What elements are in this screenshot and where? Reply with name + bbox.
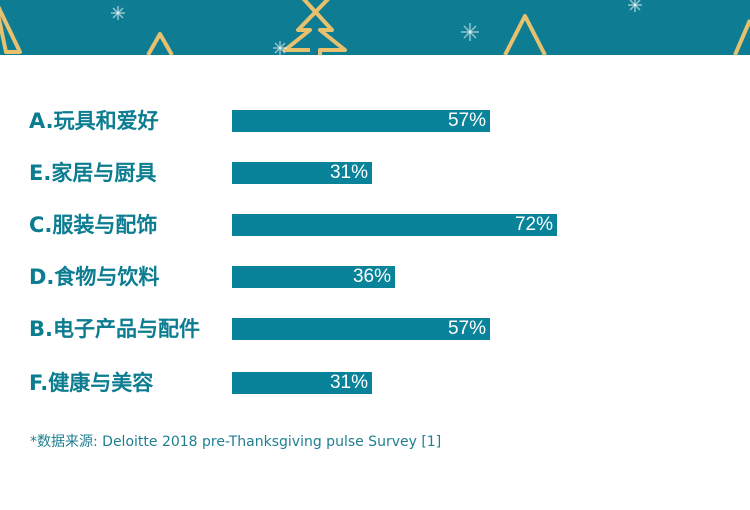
bar-value-label: 36%	[352, 266, 391, 287]
bar: 31%	[232, 162, 372, 184]
bar-value-label: 31%	[329, 162, 368, 183]
source-note: *数据来源: Deloitte 2018 pre-Thanksgiving pu…	[30, 434, 442, 450]
bar: 72%	[232, 214, 557, 236]
christmas-tree-icon	[733, 19, 750, 55]
bar: 36%	[232, 266, 395, 288]
bar: 57%	[232, 110, 490, 132]
christmas-tree-icon	[146, 32, 174, 55]
christmas-tree-icon	[0, 5, 22, 54]
bar-value-label: 57%	[447, 318, 486, 339]
christmas-tree-icon	[283, 0, 347, 55]
snowflake-icon	[111, 6, 125, 20]
bar: 57%	[232, 318, 490, 340]
category-label: B.电子产品与配件	[29, 317, 200, 341]
category-label: E.家居与厨具	[29, 161, 157, 185]
snowflake-icon	[461, 23, 479, 41]
category-label: C.服装与配饰	[29, 213, 158, 237]
header-banner	[0, 0, 750, 55]
banner-decoration	[0, 0, 750, 55]
snowflake-icon	[628, 0, 642, 12]
category-label: A.玩具和爱好	[29, 109, 159, 133]
bar-value-label: 31%	[329, 372, 368, 393]
category-label: F.健康与美容	[29, 371, 154, 395]
snowflake-icon	[273, 41, 287, 55]
bar: 31%	[232, 372, 372, 394]
category-label: D.食物与饮料	[29, 265, 160, 289]
christmas-tree-icon	[503, 14, 547, 55]
bar-value-label: 57%	[447, 110, 486, 131]
bar-value-label: 72%	[514, 214, 553, 235]
